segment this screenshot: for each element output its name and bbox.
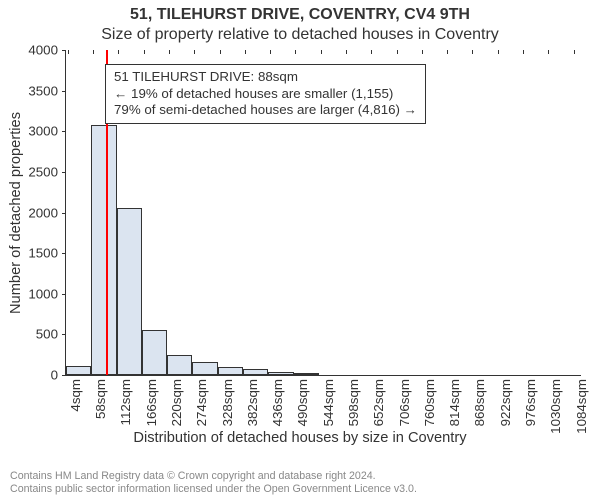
xtick-mark	[295, 50, 296, 54]
xtick-mark	[194, 50, 195, 54]
xtick-mark	[220, 50, 221, 54]
footer-line: Contains HM Land Registry data © Crown c…	[10, 470, 417, 483]
xtick-label: 1030sqm	[548, 375, 563, 434]
annotation-box: 51 TILEHURST DRIVE: 88sqm ← 19% of detac…	[105, 64, 426, 124]
xtick-label: 814sqm	[447, 375, 462, 426]
ytick-label: 500	[36, 327, 66, 342]
xtick-label: 922sqm	[498, 375, 513, 426]
x-axis-label: Distribution of detached houses by size …	[0, 430, 600, 446]
histogram-bar	[142, 330, 167, 376]
histogram-bar	[218, 367, 243, 375]
chart-subtitle: Size of property relative to detached ho…	[0, 26, 600, 44]
ytick-label: 1000	[28, 286, 66, 301]
xtick-mark	[472, 50, 473, 54]
xtick-label: 4sqm	[68, 375, 83, 412]
ytick-label: 2500	[28, 164, 66, 179]
xtick-mark	[523, 50, 524, 54]
ytick-label: 3500	[28, 83, 66, 98]
xtick-mark	[422, 50, 423, 54]
y-axis-label: Number of detached properties	[8, 111, 24, 313]
ytick-label: 0	[51, 368, 66, 383]
xtick-label: 274sqm	[194, 375, 209, 426]
xtick-label: 490sqm	[295, 375, 310, 426]
annotation-line: 51 TILEHURST DRIVE: 88sqm	[114, 69, 417, 86]
chart-title: 51, TILEHURST DRIVE, COVENTRY, CV4 9TH	[0, 6, 600, 24]
xtick-mark	[548, 50, 549, 54]
footer-attribution: Contains HM Land Registry data © Crown c…	[10, 470, 417, 496]
xtick-mark	[321, 50, 322, 54]
xtick-mark	[346, 50, 347, 54]
annotation-line: 79% of semi-detached houses are larger (…	[114, 102, 417, 119]
ytick-label: 2000	[28, 205, 66, 220]
xtick-label: 652sqm	[371, 375, 386, 426]
xtick-mark	[245, 50, 246, 54]
xtick-label: 1084sqm	[574, 375, 589, 434]
xtick-mark	[118, 50, 119, 54]
xtick-mark	[169, 50, 170, 54]
xtick-mark	[371, 50, 372, 54]
ytick-label: 3000	[28, 124, 66, 139]
xtick-label: 760sqm	[422, 375, 437, 426]
xtick-mark	[144, 50, 145, 54]
xtick-label: 220sqm	[169, 375, 184, 426]
histogram-bar	[192, 362, 217, 375]
xtick-label: 868sqm	[472, 375, 487, 426]
histogram-bar	[66, 366, 91, 375]
xtick-label: 166sqm	[144, 375, 159, 426]
xtick-label: 976sqm	[523, 375, 538, 426]
xtick-label: 544sqm	[321, 375, 336, 426]
ytick-label: 1500	[28, 246, 66, 261]
xtick-label: 58sqm	[93, 375, 108, 419]
chart-container: 51, TILEHURST DRIVE, COVENTRY, CV4 9TH S…	[0, 0, 600, 500]
footer-line: Contains public sector information licen…	[10, 483, 417, 496]
xtick-label: 112sqm	[118, 375, 133, 425]
xtick-mark	[68, 50, 69, 54]
xtick-mark	[498, 50, 499, 54]
xtick-mark	[447, 50, 448, 54]
histogram-bar	[117, 208, 142, 375]
xtick-mark	[93, 50, 94, 54]
xtick-label: 706sqm	[397, 375, 412, 426]
histogram-bar	[167, 355, 192, 375]
xtick-mark	[270, 50, 271, 54]
xtick-label: 436sqm	[270, 375, 285, 426]
xtick-mark	[574, 50, 575, 54]
xtick-mark	[397, 50, 398, 54]
histogram-bar	[91, 125, 116, 375]
xtick-label: 328sqm	[220, 375, 235, 426]
ytick-label: 4000	[28, 43, 66, 58]
xtick-label: 382sqm	[245, 375, 260, 426]
title-line2: Size of property relative to detached ho…	[101, 26, 499, 43]
xtick-label: 598sqm	[346, 375, 361, 426]
title-line1: 51, TILEHURST DRIVE, COVENTRY, CV4 9TH	[130, 6, 470, 23]
annotation-line: ← 19% of detached houses are smaller (1,…	[114, 86, 417, 103]
